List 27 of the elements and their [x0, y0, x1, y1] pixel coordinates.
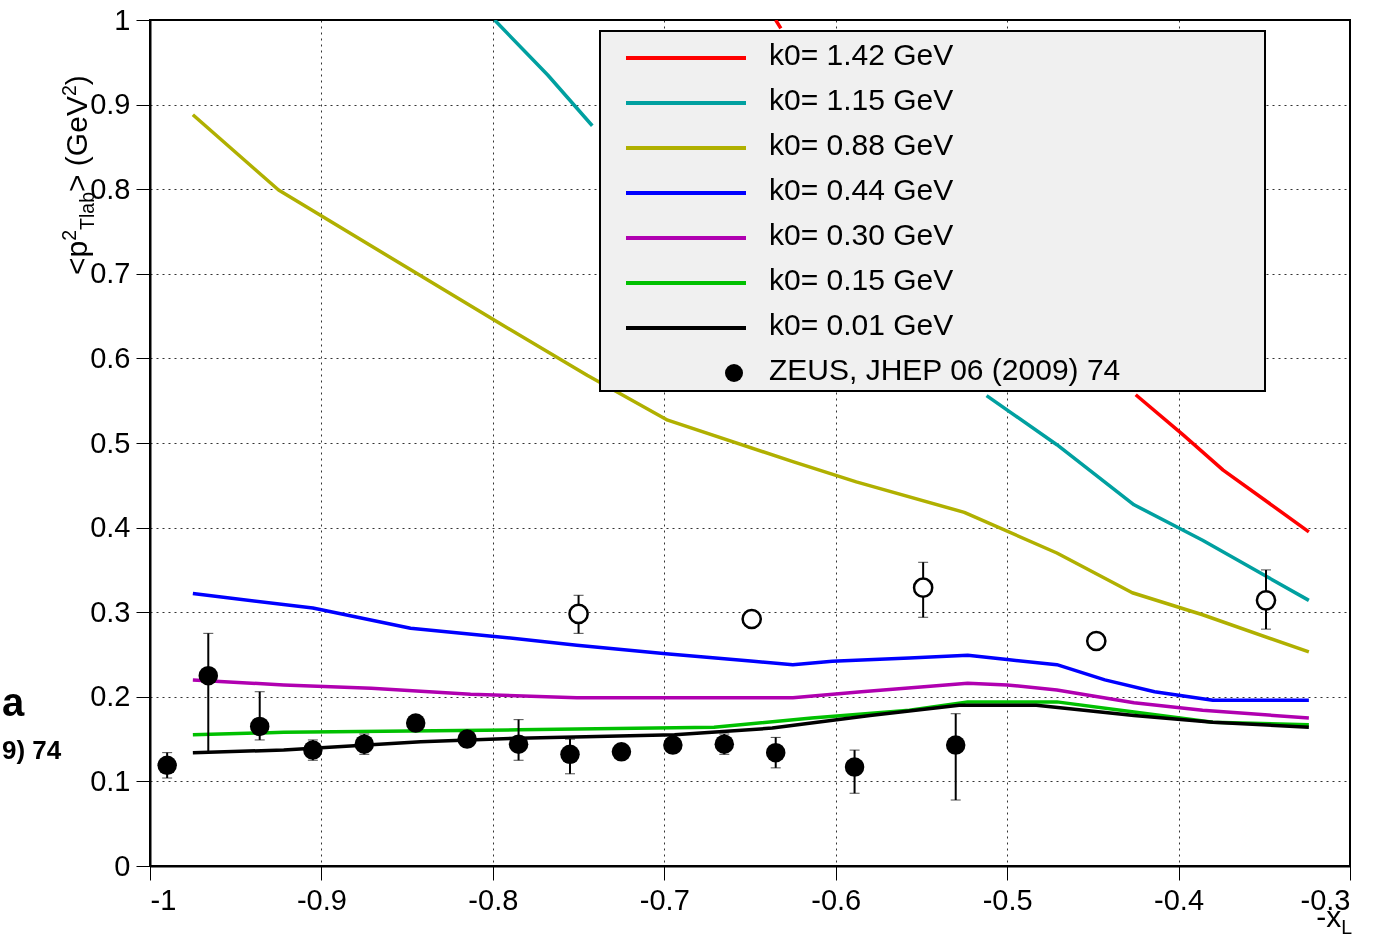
legend-label: k0= 0.88 GeV [769, 128, 954, 162]
y-tick-label: 0.1 [90, 764, 131, 797]
y-tick-label: 0.4 [90, 511, 131, 544]
text: a [2, 680, 25, 725]
legend-label: k0= 0.30 GeV [769, 218, 954, 252]
legend-label: k0= 0.44 GeV [769, 173, 954, 207]
legend-label: k0= 0.15 GeV [769, 263, 954, 297]
text: 9) 74 [2, 735, 62, 766]
legend-label: k0= 1.42 GeV [769, 38, 954, 72]
x-tick-label: -1 [150, 883, 177, 916]
x-tick-label: -0.9 [296, 883, 347, 916]
y-tick-label: 0.7 [90, 257, 131, 290]
y-tick-label: 1 [114, 3, 131, 36]
y-tick-label: 0.5 [90, 426, 131, 459]
y-tick-label: 0.6 [90, 341, 131, 374]
x-tick-label: -0.4 [1154, 883, 1205, 916]
legend-label: k0= 1.15 GeV [769, 83, 954, 117]
x-tick-label: -0.8 [468, 883, 519, 916]
legend-label: ZEUS, JHEP 06 (2009) 74 [769, 353, 1121, 387]
y-tick-label: 0.9 [90, 88, 131, 121]
x-tick-label: -0.7 [639, 883, 690, 916]
x-tick-label: -0.5 [982, 883, 1033, 916]
legend-label: k0= 0.01 GeV [769, 308, 954, 342]
y-tick-label: 0.2 [90, 680, 131, 713]
y-tick-label: 0.3 [90, 595, 131, 628]
x-tick-label: -0.6 [811, 883, 862, 916]
y-tick-label: 0 [114, 849, 131, 882]
